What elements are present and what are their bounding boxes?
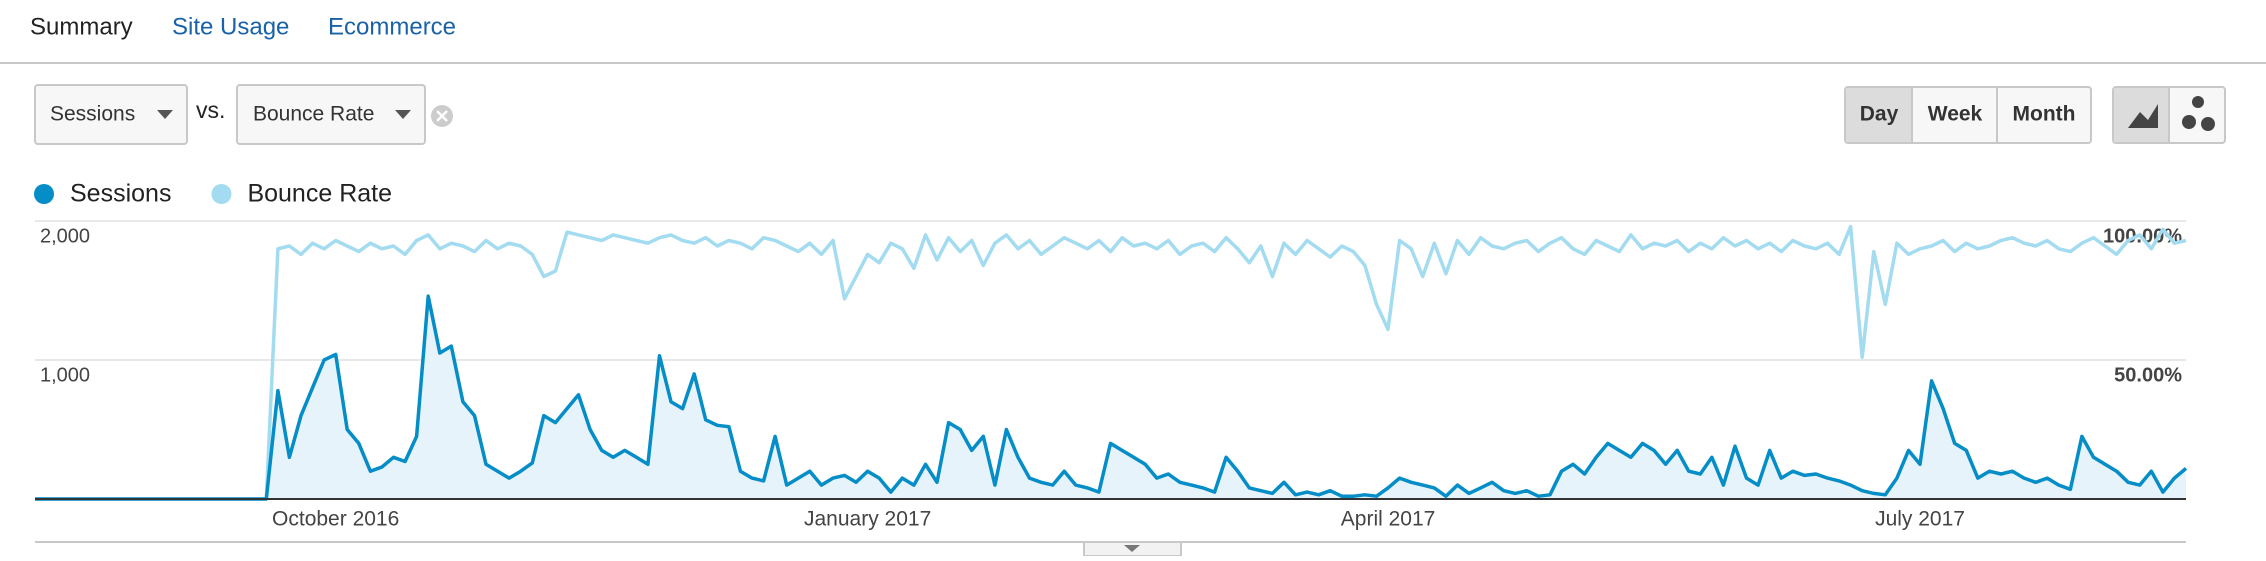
- interval-button[interactable]: Day: [1860, 103, 1899, 126]
- tab[interactable]: Site Usage: [172, 13, 289, 40]
- y-tick-label: 1,000: [40, 364, 90, 386]
- tab[interactable]: Summary: [30, 13, 133, 40]
- line-icon: [2128, 104, 2158, 128]
- legend-swatch: [211, 184, 232, 204]
- dropdown-arrow: [395, 110, 411, 119]
- motion-icon[interactable]: [2182, 96, 2215, 131]
- interval-button[interactable]: Month: [2013, 103, 2076, 126]
- vs-label: vs.: [196, 97, 225, 123]
- series-line: [35, 294, 2188, 501]
- dropdown-label: Sessions: [50, 103, 135, 126]
- expand-arrow: [1124, 545, 1140, 552]
- x-tick-label: October 2016: [272, 508, 399, 531]
- x-tick-label: January 2017: [804, 508, 931, 531]
- legend-label: Sessions: [70, 180, 171, 208]
- metric-dropdown[interactable]: [34, 84, 188, 145]
- x-tick-label: July 2017: [1875, 508, 1965, 531]
- dropdown-arrow: [157, 110, 173, 119]
- selected-button[interactable]: [1846, 88, 1912, 142]
- series-line: [35, 224, 2187, 501]
- legend-label: Bounce Rate: [247, 180, 392, 208]
- series-area: [35, 296, 2186, 499]
- dropdown-label: Bounce Rate: [253, 103, 374, 126]
- legend-swatch: [34, 184, 54, 204]
- remove-button[interactable]: [431, 105, 453, 127]
- metric-dropdown[interactable]: [236, 84, 426, 145]
- y2-tick-label: 50.00%: [2114, 364, 2182, 386]
- tab[interactable]: Ecommerce: [328, 13, 456, 40]
- x-tick-label: April 2017: [1341, 508, 1436, 531]
- interval-button[interactable]: Week: [1928, 103, 1983, 126]
- y-tick-label: 2,000: [40, 225, 90, 247]
